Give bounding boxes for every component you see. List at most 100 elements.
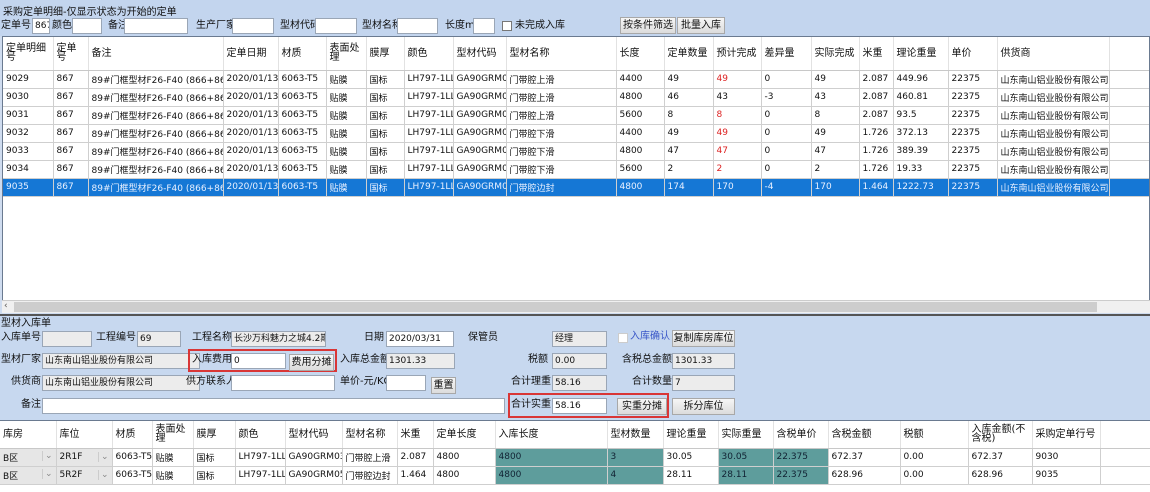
chevron-down-icon[interactable]: ⌄ — [97, 470, 109, 480]
table-cell[interactable]: 0 — [761, 106, 812, 125]
table-cell[interactable]: 8 — [811, 106, 860, 125]
keeper-input[interactable]: 经理 — [552, 331, 607, 347]
table-cell[interactable]: 6063-T5 — [112, 448, 153, 467]
scrollbar-thumb[interactable] — [14, 302, 1097, 312]
table-cell[interactable]: 9033 — [3, 142, 54, 161]
column-header[interactable]: 型材名称 — [506, 37, 617, 71]
table-cell[interactable]: 89#门框型材F26-F40 (866+867) — [88, 88, 224, 107]
table-cell[interactable]: 628.96 — [968, 466, 1033, 485]
table-cell[interactable]: 2020/01/13 — [223, 124, 279, 143]
remark-input[interactable] — [42, 398, 505, 414]
column-header[interactable]: 定单日期 — [223, 37, 279, 71]
table-cell[interactable]: 门带腔下滑 — [506, 142, 617, 161]
table-cell[interactable]: 门带腔边封 — [506, 178, 617, 197]
table-cell[interactable]: 2 — [664, 160, 714, 179]
table-cell[interactable]: 1.726 — [859, 160, 894, 179]
table-cell[interactable]: 30.05 — [718, 448, 774, 467]
table-cell[interactable]: 贴膜 — [152, 448, 194, 467]
receipt-no-input[interactable] — [42, 331, 92, 347]
table-cell[interactable]: 6063-T5 — [278, 88, 327, 107]
column-header[interactable]: 米重 — [859, 37, 894, 71]
table-row[interactable]: 9033 867 89#门框型材F26-F40 (866+867) 2020/01/1… — [3, 142, 1149, 161]
table-cell[interactable] — [1100, 448, 1150, 467]
table-cell[interactable]: 0 — [761, 70, 812, 89]
table-cell[interactable]: 2020/01/13 — [223, 160, 279, 179]
column-header[interactable]: 定单号 — [53, 37, 89, 71]
table-cell[interactable]: 2 — [713, 160, 762, 179]
table-cell[interactable]: 89#门框型材F26-F40 (866+867) — [88, 70, 224, 89]
table-row[interactable]: 9034 867 89#门框型材F26-F40 (866+867) 2020/01/1… — [3, 160, 1149, 179]
table-cell[interactable]: LH797-1LL0 — [404, 142, 454, 161]
table-cell[interactable]: 8 — [664, 106, 714, 125]
table-row[interactable]: 9029 867 89#门框型材F26-F40 (866+867) 2020/01/1… — [3, 70, 1149, 89]
total-input[interactable]: 1301.33 — [386, 353, 455, 369]
table-cell[interactable]: 2020/01/13 — [223, 178, 279, 197]
column-header[interactable]: 表面处理 — [152, 421, 194, 449]
table-cell[interactable]: 国标 — [193, 466, 236, 485]
table-cell[interactable]: 国标 — [366, 160, 405, 179]
table-cell[interactable] — [1109, 178, 1149, 197]
actual-weight-input[interactable]: 58.16 — [552, 398, 607, 414]
table-cell[interactable]: 4800 — [433, 466, 496, 485]
table-cell[interactable]: 1.726 — [859, 142, 894, 161]
split-location-button[interactable]: 拆分库位 — [672, 398, 735, 415]
table-cell[interactable]: 门带腔上滑 — [506, 70, 617, 89]
table-cell[interactable] — [1109, 124, 1149, 143]
tax-input[interactable]: 0.00 — [552, 353, 607, 369]
table-cell[interactable]: 867 — [53, 142, 89, 161]
table-cell[interactable]: 2.087 — [859, 70, 894, 89]
column-header[interactable]: 颜色 — [235, 421, 286, 449]
column-header[interactable]: 颜色 — [404, 37, 454, 71]
date-picker[interactable]: 2020/03/31 ▤▾ — [386, 331, 454, 347]
chevron-down-icon[interactable]: ⌄ — [41, 468, 53, 479]
table-cell[interactable]: 49 — [811, 70, 860, 89]
table-cell[interactable]: 5600 — [616, 160, 665, 179]
table-cell[interactable]: 22375 — [948, 124, 998, 143]
table-cell[interactable]: 9031 — [3, 106, 54, 125]
weight-split-button[interactable]: 实重分摊 — [617, 398, 667, 415]
column-header[interactable]: 理论重量 — [663, 421, 719, 449]
table-cell[interactable]: 1.726 — [859, 124, 894, 143]
table-cell[interactable]: 4800 — [495, 466, 608, 485]
table-cell[interactable]: 2020/01/13 — [223, 106, 279, 125]
table-cell[interactable]: 2.087 — [397, 448, 434, 467]
table-cell[interactable]: 22375 — [948, 160, 998, 179]
table-cell[interactable]: 山东南山铝业股份有限公司 — [997, 124, 1110, 143]
column-header[interactable]: 型材代码 — [285, 421, 343, 449]
table-cell[interactable]: GA90GRM04 — [453, 124, 507, 143]
table-cell[interactable]: 449.96 — [893, 70, 949, 89]
table-cell[interactable]: 0 — [761, 124, 812, 143]
table-cell[interactable] — [1100, 466, 1150, 485]
table-cell[interactable]: 4800 — [616, 178, 665, 197]
table-cell[interactable]: 贴膜 — [326, 88, 367, 107]
confirm-checkbox[interactable] — [618, 333, 628, 343]
table-row[interactable]: 9032 867 89#门框型材F26-F40 (866+867) 2020/01/1… — [3, 124, 1149, 143]
table-cell[interactable]: LH797-1LL0 — [404, 70, 454, 89]
fee-input[interactable]: 0 — [231, 353, 286, 369]
table-cell[interactable]: 2 — [811, 160, 860, 179]
table-cell[interactable]: 9032 — [3, 124, 54, 143]
column-header[interactable]: 定单长度 — [433, 421, 496, 449]
table-cell[interactable]: 89#门框型材F26-F40 (866+867) — [88, 124, 224, 143]
qty-input[interactable]: 7 — [672, 375, 735, 391]
table-cell[interactable]: LH797-1LL0 — [404, 160, 454, 179]
table-cell[interactable]: 46 — [664, 88, 714, 107]
table-cell[interactable]: 2020/01/13 — [223, 70, 279, 89]
column-header[interactable]: 采购定单行号 — [1032, 421, 1101, 449]
table-cell[interactable]: GA90GRM03 — [453, 106, 507, 125]
table-cell[interactable] — [1109, 70, 1149, 89]
column-header[interactable]: 税额 — [900, 421, 969, 449]
column-header[interactable]: 备注 — [88, 37, 224, 71]
table-cell[interactable]: 门带腔边封 — [342, 466, 398, 485]
table-cell[interactable] — [1109, 88, 1149, 107]
table-cell[interactable]: 4 — [607, 466, 664, 485]
length-input[interactable] — [473, 18, 495, 34]
table-cell[interactable]: 174 — [664, 178, 714, 197]
table-cell[interactable]: -3 — [761, 88, 812, 107]
column-header[interactable]: 实际重量 — [718, 421, 774, 449]
table-cell[interactable]: LH797-1LL0 — [404, 178, 454, 197]
table-cell[interactable]: 6063-T5 — [278, 178, 327, 197]
table-cell[interactable]: 贴膜 — [152, 466, 194, 485]
